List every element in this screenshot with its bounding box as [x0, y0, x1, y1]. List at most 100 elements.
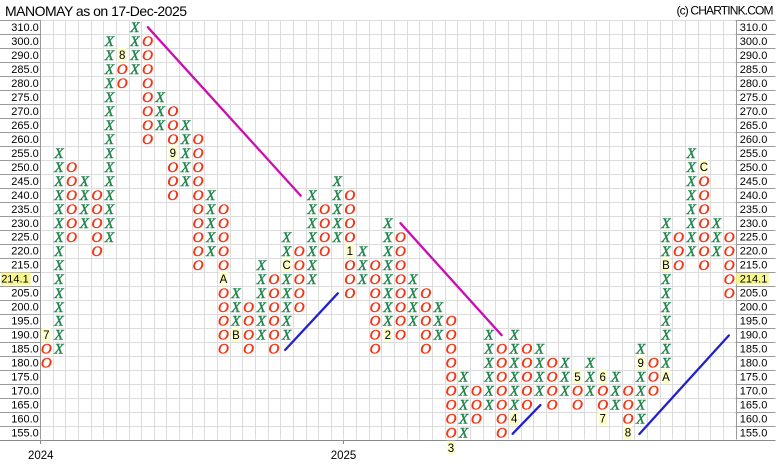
svg-text:O: O	[66, 160, 77, 176]
svg-text:O: O	[446, 328, 457, 344]
svg-text:X: X	[306, 272, 317, 288]
svg-text:O: O	[395, 272, 406, 288]
svg-text:O: O	[193, 132, 204, 148]
svg-text:O: O	[395, 314, 406, 330]
svg-text:X: X	[509, 384, 520, 400]
svg-text:X: X	[53, 286, 64, 302]
svg-text:275.0: 275.0	[740, 92, 768, 104]
svg-text:O: O	[370, 342, 381, 358]
svg-text:230.0: 230.0	[11, 218, 39, 230]
svg-text:O: O	[420, 342, 431, 358]
svg-text:X: X	[53, 216, 64, 232]
svg-text:X: X	[660, 300, 671, 316]
svg-text:O: O	[370, 314, 381, 330]
svg-text:O: O	[420, 314, 431, 330]
svg-text:X: X	[306, 244, 317, 260]
svg-text:X: X	[53, 188, 64, 204]
svg-text:160.0: 160.0	[740, 414, 768, 426]
svg-text:C: C	[700, 162, 708, 174]
svg-text:7: 7	[43, 330, 49, 342]
svg-text:X: X	[104, 216, 115, 232]
svg-text:O: O	[395, 258, 406, 274]
svg-text:X: X	[180, 160, 191, 176]
svg-text:X: X	[458, 426, 469, 442]
svg-text:O: O	[698, 244, 709, 260]
svg-text:215.0: 215.0	[11, 260, 39, 272]
svg-text:O: O	[193, 258, 204, 274]
svg-text:O: O	[420, 328, 431, 344]
svg-text:1: 1	[347, 246, 353, 258]
svg-text:O: O	[91, 230, 102, 246]
svg-text:2024: 2024	[28, 450, 54, 462]
svg-text:X: X	[306, 188, 317, 204]
svg-text:X: X	[104, 146, 115, 162]
svg-text:X: X	[585, 384, 596, 400]
svg-text:O: O	[142, 118, 153, 134]
svg-text:X: X	[79, 174, 90, 190]
svg-text:X: X	[483, 398, 494, 414]
svg-text:X: X	[610, 398, 621, 414]
svg-text:O: O	[319, 202, 330, 218]
svg-text:170.0: 170.0	[740, 386, 768, 398]
svg-text:X: X	[407, 272, 418, 288]
svg-text:X: X	[104, 118, 115, 134]
svg-text:X: X	[332, 216, 343, 232]
svg-text:O: O	[319, 244, 330, 260]
svg-text:X: X	[711, 216, 722, 232]
svg-text:X: X	[256, 272, 267, 288]
svg-text:X: X	[332, 188, 343, 204]
svg-text:O: O	[724, 230, 735, 246]
svg-text:X: X	[180, 174, 191, 190]
svg-text:O: O	[193, 160, 204, 176]
svg-text:O: O	[446, 314, 457, 330]
svg-text:X: X	[155, 104, 166, 120]
svg-text:O: O	[91, 244, 102, 260]
svg-text:O: O	[698, 188, 709, 204]
svg-text:X: X	[382, 272, 393, 288]
svg-text:190.0: 190.0	[11, 330, 39, 342]
svg-text:285.0: 285.0	[740, 64, 768, 76]
svg-text:X: X	[509, 398, 520, 414]
svg-text:O: O	[395, 286, 406, 302]
svg-text:X: X	[483, 384, 494, 400]
svg-text:250.0: 250.0	[740, 162, 768, 174]
svg-text:X: X	[382, 230, 393, 246]
svg-text:225.0: 225.0	[740, 232, 768, 244]
svg-text:170.0: 170.0	[11, 386, 39, 398]
svg-text:X: X	[104, 230, 115, 246]
svg-text:O: O	[471, 398, 482, 414]
svg-text:235.0: 235.0	[11, 204, 39, 216]
svg-text:O: O	[547, 398, 558, 414]
svg-text:X: X	[129, 48, 140, 64]
svg-text:8: 8	[119, 50, 125, 62]
svg-text:O: O	[167, 118, 178, 134]
svg-text:X: X	[382, 314, 393, 330]
svg-text:X: X	[382, 258, 393, 274]
svg-text:4: 4	[511, 414, 518, 426]
svg-text:X: X	[509, 328, 520, 344]
svg-text:195.0: 195.0	[740, 316, 768, 328]
svg-text:255.0: 255.0	[740, 148, 768, 160]
svg-text:O: O	[521, 384, 532, 400]
svg-text:X: X	[306, 202, 317, 218]
svg-text:X: X	[230, 314, 241, 330]
svg-text:245.0: 245.0	[740, 176, 768, 188]
svg-text:240.0: 240.0	[740, 190, 768, 202]
svg-text:O: O	[167, 132, 178, 148]
svg-text:O: O	[218, 202, 229, 218]
svg-text:200.0: 200.0	[740, 302, 768, 314]
svg-text:200.0: 200.0	[11, 302, 39, 314]
svg-text:X: X	[104, 34, 115, 50]
svg-text:250.0: 250.0	[11, 162, 39, 174]
svg-text:O: O	[91, 188, 102, 204]
svg-text:X: X	[281, 230, 292, 246]
svg-text:X: X	[357, 244, 368, 260]
svg-text:X: X	[660, 342, 671, 358]
svg-text:O: O	[420, 286, 431, 302]
svg-text:X: X	[635, 398, 646, 414]
svg-text:O: O	[319, 230, 330, 246]
svg-text:3: 3	[448, 443, 454, 455]
svg-text:180.0: 180.0	[740, 358, 768, 370]
svg-text:O: O	[193, 202, 204, 218]
svg-text:X: X	[660, 216, 671, 232]
